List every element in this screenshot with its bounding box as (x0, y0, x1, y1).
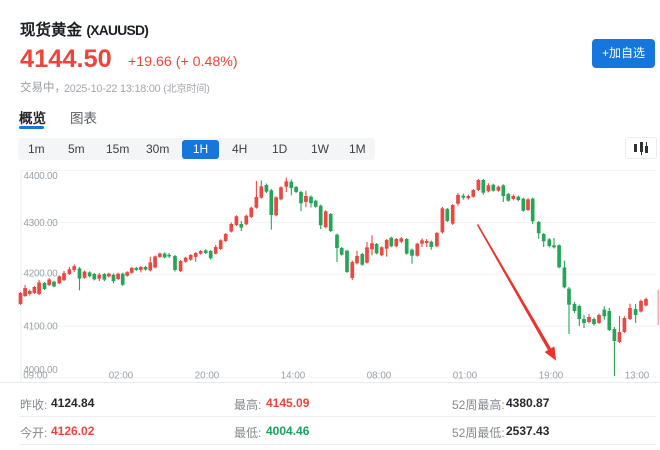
svg-text:09:00: 09:00 (23, 370, 48, 381)
svg-text:20:00: 20:00 (195, 370, 220, 381)
svg-text:08:00: 08:00 (367, 370, 392, 381)
svg-text:4200.00: 4200.00 (24, 269, 59, 280)
svg-text:4400.00: 4400.00 (24, 171, 59, 182)
svg-text:4000.00: 4000.00 (24, 365, 59, 376)
svg-text:01:00: 01:00 (453, 370, 478, 381)
svg-text:02:00: 02:00 (109, 370, 134, 381)
svg-text:4100.00: 4100.00 (24, 322, 59, 333)
svg-text:14:00: 14:00 (281, 370, 306, 381)
svg-text:13:00: 13:00 (625, 370, 650, 381)
svg-text:4300.00: 4300.00 (24, 218, 59, 229)
svg-text:19:00: 19:00 (539, 370, 564, 381)
